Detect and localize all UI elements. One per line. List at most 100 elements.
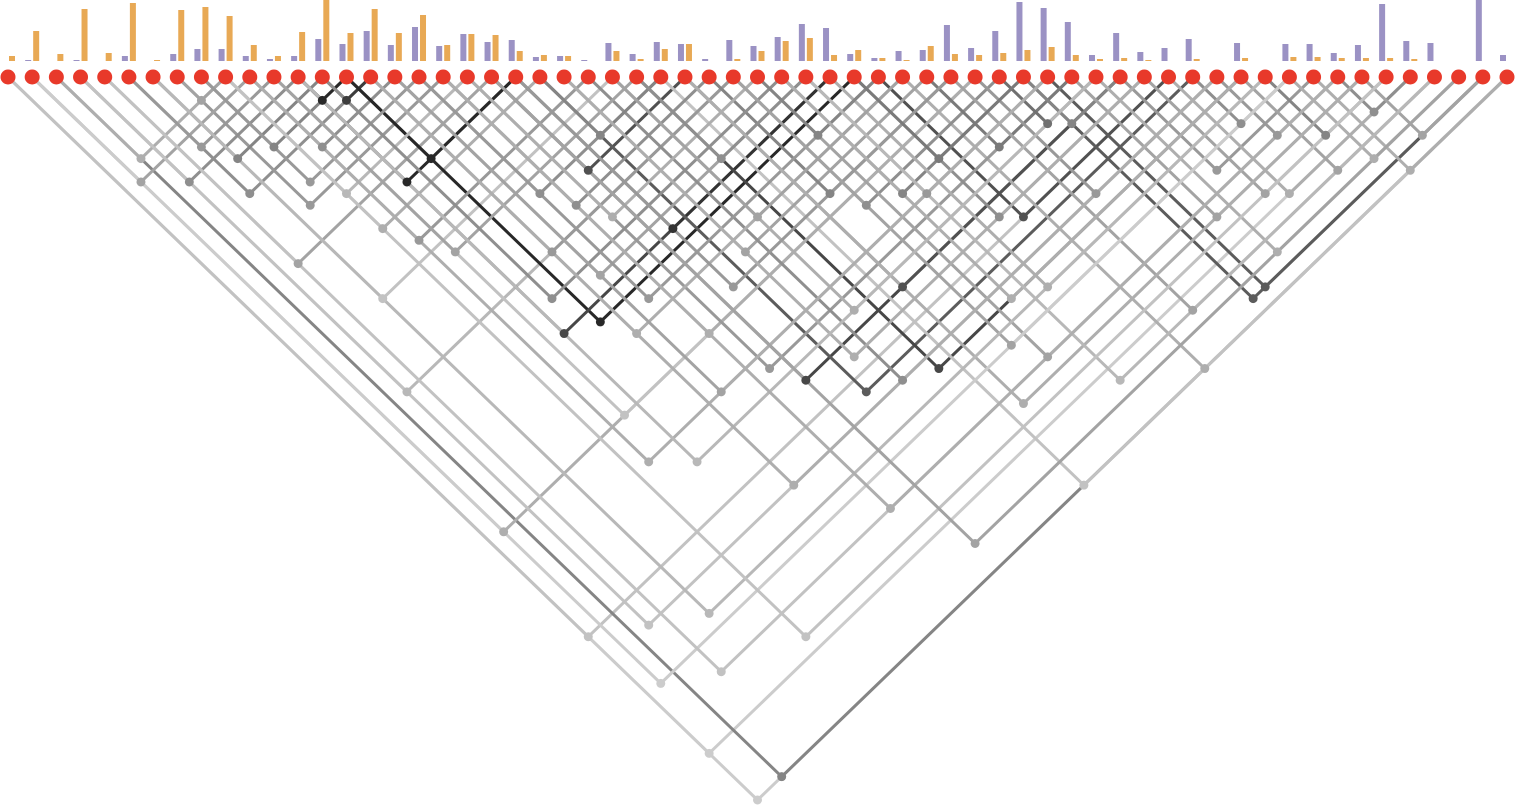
- link-dot: [704, 329, 714, 339]
- bar: [323, 0, 330, 61]
- bar: [1088, 55, 1095, 61]
- bar: [1121, 58, 1128, 61]
- link-dot: [583, 165, 593, 175]
- links: [6, 75, 1509, 802]
- link-line: [853, 75, 940, 160]
- link-dot: [402, 387, 412, 397]
- bar: [1330, 53, 1337, 61]
- node: [1185, 69, 1201, 85]
- link-dot: [1091, 189, 1101, 199]
- node: [1354, 69, 1370, 85]
- node: [508, 69, 524, 85]
- node: [701, 69, 717, 85]
- bar: [121, 56, 128, 61]
- link-dot: [644, 294, 654, 304]
- link-dot: [136, 154, 146, 164]
- link-dot: [692, 457, 702, 467]
- link-dot: [1200, 364, 1210, 374]
- link-dot: [317, 142, 327, 152]
- bar: [782, 41, 789, 61]
- link-dot: [1236, 119, 1246, 129]
- bar: [605, 43, 612, 61]
- link-dot: [728, 282, 738, 292]
- bar: [1145, 60, 1152, 61]
- node: [1257, 69, 1273, 85]
- node: [73, 69, 89, 85]
- link-dot: [1043, 119, 1053, 129]
- link-line: [1022, 75, 1073, 125]
- bar: [1338, 58, 1345, 61]
- link-dot: [1260, 189, 1270, 199]
- link-dot: [825, 189, 835, 199]
- bar: [363, 31, 370, 61]
- bar: [1306, 44, 1313, 61]
- link-dot: [1067, 119, 1077, 129]
- link-line: [393, 75, 723, 393]
- node: [725, 69, 741, 85]
- link-dot: [849, 305, 859, 315]
- link-line: [345, 75, 602, 323]
- bar: [734, 59, 741, 61]
- link-dot: [184, 177, 194, 187]
- link-line: [974, 75, 1460, 545]
- bar: [33, 31, 40, 61]
- link-dot: [1417, 130, 1427, 140]
- bar: [105, 53, 112, 61]
- link-line: [696, 75, 1098, 463]
- node: [338, 69, 354, 85]
- link-dot: [740, 247, 750, 257]
- link-dot: [1212, 212, 1222, 222]
- link-dot: [1321, 130, 1331, 140]
- node: [411, 69, 427, 85]
- link-dot: [269, 142, 279, 152]
- link-dot: [559, 329, 569, 339]
- bar: [170, 54, 177, 61]
- node: [870, 69, 886, 85]
- link-line: [381, 75, 541, 230]
- bar: [879, 58, 886, 61]
- node: [242, 69, 258, 85]
- link-dot: [704, 608, 714, 618]
- bar: [943, 25, 950, 61]
- bar: [1379, 4, 1386, 61]
- link-line: [708, 75, 1267, 615]
- bar: [903, 60, 910, 61]
- node: [1015, 69, 1031, 85]
- bar: [1024, 50, 1031, 61]
- link-line: [152, 75, 711, 615]
- bar: [1387, 58, 1394, 61]
- link-dot: [716, 667, 726, 677]
- node: [677, 69, 693, 85]
- link-dot: [378, 224, 388, 234]
- bar: [371, 9, 378, 61]
- link-line: [1288, 75, 1376, 160]
- bar: [1161, 48, 1168, 61]
- link-line: [792, 75, 1218, 487]
- bar: [508, 40, 515, 61]
- bar: [758, 51, 765, 61]
- link-line: [659, 75, 1085, 487]
- bar: [1193, 59, 1200, 61]
- link-dot: [1115, 375, 1125, 385]
- link-line: [1312, 75, 1412, 172]
- node: [1040, 69, 1056, 85]
- bar: [484, 42, 491, 61]
- link-line: [309, 75, 421, 184]
- node: [1112, 69, 1128, 85]
- link-dot: [595, 270, 605, 280]
- bar: [57, 54, 64, 61]
- link-line: [732, 75, 1013, 347]
- node: [387, 69, 403, 85]
- link-dot: [934, 154, 944, 164]
- link-line: [309, 75, 445, 207]
- link-line: [127, 75, 203, 149]
- bar: [540, 55, 547, 61]
- bar: [387, 45, 394, 61]
- link-line: [55, 75, 143, 160]
- link-line: [200, 75, 312, 184]
- link-line: [780, 75, 1013, 300]
- bar: [1282, 44, 1289, 61]
- link-dot: [293, 259, 303, 269]
- node: [1306, 69, 1322, 85]
- bar: [1500, 55, 1506, 61]
